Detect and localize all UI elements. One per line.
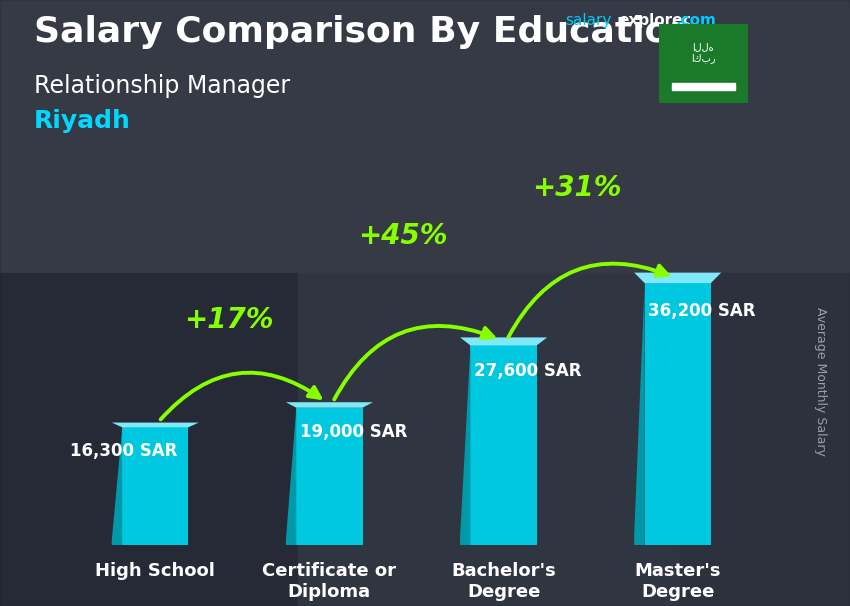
- Bar: [680, 273, 850, 606]
- Text: +31%: +31%: [532, 174, 621, 202]
- Text: salary: salary: [565, 13, 612, 28]
- Polygon shape: [286, 402, 373, 408]
- Text: 27,600 SAR: 27,600 SAR: [474, 362, 581, 381]
- Bar: [644, 283, 711, 545]
- Text: .com: .com: [676, 13, 717, 28]
- Bar: [672, 83, 734, 90]
- Text: Salary Comparison By Education: Salary Comparison By Education: [34, 15, 695, 49]
- Bar: [0, 273, 298, 606]
- Text: +45%: +45%: [358, 222, 447, 250]
- Text: Average Monthly Salary: Average Monthly Salary: [813, 307, 827, 456]
- Polygon shape: [111, 427, 122, 545]
- Bar: [471, 345, 536, 545]
- Text: 19,000 SAR: 19,000 SAR: [300, 423, 407, 441]
- Text: 36,200 SAR: 36,200 SAR: [649, 302, 756, 320]
- Polygon shape: [111, 422, 199, 427]
- Text: Relationship Manager: Relationship Manager: [34, 74, 290, 98]
- Text: explorer: explorer: [618, 13, 690, 28]
- Text: الله
اكبر: الله اكبر: [691, 42, 716, 63]
- Polygon shape: [634, 283, 644, 545]
- Bar: [0, 0, 850, 273]
- Text: Riyadh: Riyadh: [34, 109, 131, 133]
- Polygon shape: [286, 408, 297, 545]
- Text: +17%: +17%: [184, 306, 273, 334]
- Bar: [298, 273, 680, 606]
- Polygon shape: [460, 345, 471, 545]
- Bar: [122, 427, 189, 545]
- Bar: [297, 408, 362, 545]
- Polygon shape: [460, 338, 547, 345]
- Text: 16,300 SAR: 16,300 SAR: [71, 442, 178, 460]
- Polygon shape: [634, 273, 722, 283]
